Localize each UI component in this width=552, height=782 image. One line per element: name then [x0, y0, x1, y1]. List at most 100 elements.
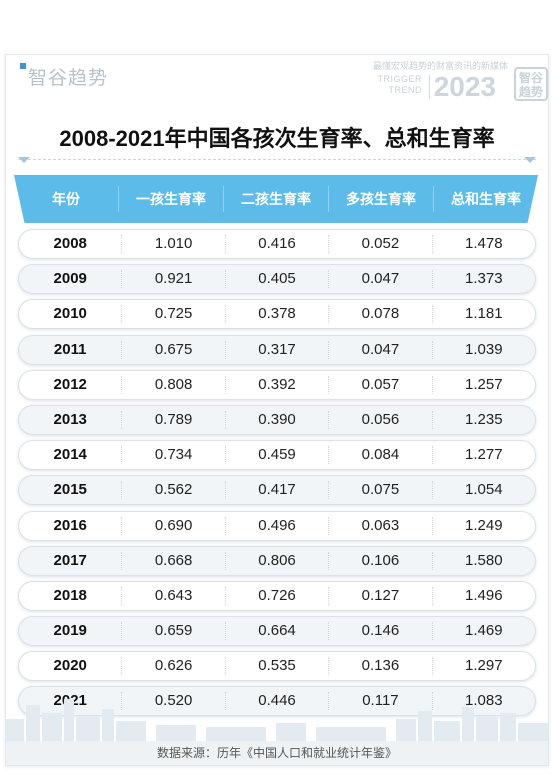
value-cell: 0.056 [329, 410, 433, 429]
brand-logo: 智谷趋势 [20, 63, 108, 90]
title-divider [18, 151, 536, 160]
value-cell: 0.052 [329, 235, 433, 253]
value-cell: 0.806 [226, 551, 330, 570]
table-row: 2012 0.808 0.392 0.057 1.257 [18, 369, 536, 400]
table-row: 2017 0.668 0.806 0.106 1.580 [18, 545, 536, 576]
value-cell: 0.146 [329, 622, 433, 641]
value-cell: 0.392 [226, 375, 330, 394]
value-cell: 0.136 [329, 657, 433, 676]
value-cell: 0.446 [226, 692, 330, 711]
table-row: 2009 0.921 0.405 0.047 1.373 [18, 264, 536, 295]
table-row: 2016 0.690 0.496 0.063 1.249 [18, 510, 536, 541]
chart-title: 2008-2021年中国各孩次生育率、总和生育率 [59, 126, 495, 151]
value-cell: 0.047 [329, 270, 433, 289]
value-cell: 0.921 [122, 270, 226, 289]
logo-mark-icon [20, 63, 26, 69]
table-row: 2019 0.659 0.664 0.146 1.469 [18, 616, 536, 647]
table-body: 2008 1.010 0.416 0.052 1.478 2009 0.921 0.405 0.… [18, 229, 536, 722]
year-cell: 2015 [19, 481, 123, 500]
value-cell: 0.047 [329, 340, 433, 359]
trend-text: TREND [388, 85, 422, 95]
value-cell: 1.257 [465, 375, 503, 393]
value-cell: 1.054 [465, 481, 503, 499]
value-cell: 0.643 [122, 586, 226, 605]
value-cell: 0.535 [226, 657, 330, 676]
badge-line2: 趋势 [518, 85, 543, 99]
value-cell: 0.416 [226, 235, 330, 253]
value-cell: 0.562 [122, 481, 226, 500]
year-cell: 2011 [19, 340, 123, 359]
value-cell: 0.078 [329, 305, 433, 324]
year-cell: 2012 [19, 375, 123, 394]
brand-trigger-trend: TRIGGER TREND [377, 74, 422, 96]
value-cell: 0.117 [329, 692, 433, 711]
value-cell: 0.690 [122, 516, 226, 535]
value-cell: 1.181 [465, 305, 503, 323]
year-cell: 2013 [19, 410, 123, 429]
source-footer: 数据来源：历年《中国人口和就业统计年鉴》 [6, 741, 548, 765]
value-cell: 0.127 [329, 586, 433, 605]
value-cell: 0.520 [122, 692, 226, 711]
column-header: 一孩生育率 [119, 186, 224, 212]
value-cell: 0.378 [226, 305, 330, 324]
value-cell: 1.478 [465, 235, 503, 252]
year-cell: 2009 [19, 270, 123, 289]
value-cell: 0.725 [122, 305, 226, 324]
value-cell: 0.659 [122, 622, 226, 641]
year-cell: 2008 [19, 235, 123, 253]
table-row: 2013 0.789 0.390 0.056 1.235 [18, 404, 536, 435]
value-cell: 0.417 [226, 481, 330, 500]
divider-left-marker [18, 157, 30, 163]
value-cell: 0.390 [226, 410, 330, 429]
table-row: 2015 0.562 0.417 0.075 1.054 [18, 475, 536, 506]
brand-divider [429, 75, 430, 99]
value-cell: 0.075 [329, 481, 433, 500]
logo-text: 智谷趋势 [28, 68, 109, 89]
year-cell: 2019 [19, 622, 123, 641]
value-cell: 0.084 [329, 446, 433, 465]
year-cell: 2017 [19, 551, 123, 570]
value-cell: 0.734 [122, 446, 226, 465]
value-cell: 0.664 [226, 622, 330, 641]
value-cell: 1.235 [465, 410, 503, 428]
year-cell: 2014 [19, 446, 123, 465]
value-cell: 1.039 [465, 340, 503, 358]
table-header: 年份 一孩生育率 二孩生育率 多孩生育率 总和生育率 [14, 175, 538, 223]
value-cell: 1.083 [465, 692, 503, 710]
column-header: 总和生育率 [451, 191, 521, 207]
value-cell: 1.373 [465, 270, 503, 288]
divider-right-marker [524, 157, 536, 163]
value-cell: 0.496 [226, 516, 330, 535]
brand-badge: 智谷 趋势 [514, 67, 548, 101]
table-row: 2014 0.734 0.459 0.084 1.277 [18, 440, 536, 471]
year-cell: 2020 [19, 657, 123, 676]
table-row: 2020 0.626 0.535 0.136 1.297 [18, 651, 536, 682]
table-row: 2018 0.643 0.726 0.127 1.496 [18, 580, 536, 611]
column-header: 年份 [14, 186, 119, 212]
year-cell: 2010 [19, 305, 123, 324]
value-cell: 1.580 [465, 551, 503, 569]
brand-slogan: 最懂宏观趋势的财富资讯的新媒体 [372, 61, 508, 71]
value-cell: 0.106 [329, 551, 433, 570]
value-cell: 1.469 [465, 622, 503, 640]
brand-year: 2023 [433, 71, 496, 102]
value-cell: 0.789 [122, 410, 226, 429]
value-cell: 0.317 [226, 340, 330, 359]
value-cell: 1.277 [465, 446, 503, 464]
badge-line1: 智谷 [518, 71, 543, 85]
value-cell: 0.668 [122, 551, 226, 570]
year-cell: 2016 [19, 516, 123, 535]
trigger-text: TRIGGER [377, 74, 422, 84]
chart-card: 智谷趋势 最懂宏观趋势的财富资讯的新媒体 TRIGGER TREND 2023 … [5, 54, 549, 766]
year-cell: 2018 [19, 586, 123, 605]
column-header: 多孩生育率 [329, 186, 434, 212]
table-row: 2010 0.725 0.378 0.078 1.181 [18, 299, 536, 330]
value-cell: 0.808 [122, 375, 226, 394]
value-cell: 1.297 [465, 657, 503, 675]
table-row: 2008 1.010 0.416 0.052 1.478 [18, 229, 536, 259]
value-cell: 0.057 [329, 375, 433, 394]
value-cell: 0.626 [122, 657, 226, 676]
value-cell: 1.010 [122, 235, 226, 253]
column-header: 二孩生育率 [224, 186, 329, 212]
city-skyline-illustration [6, 699, 548, 741]
